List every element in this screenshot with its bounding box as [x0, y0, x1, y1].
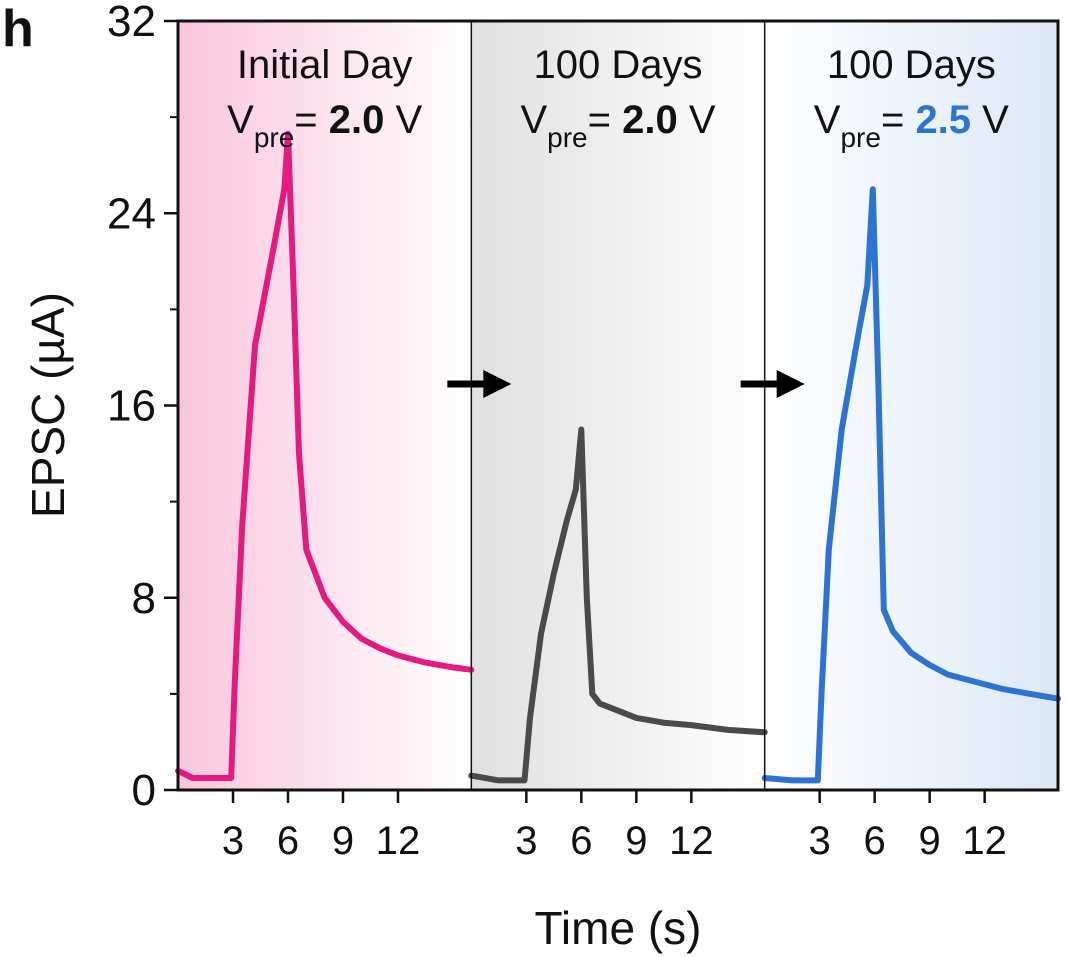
- panel-2-vpre: Vpre= 2.0 V: [520, 98, 715, 153]
- y-tick-label: 16: [107, 382, 156, 431]
- panel-3-epsc-line: [761, 186, 1061, 784]
- x-tick-label: 9: [919, 819, 941, 863]
- panel-dividers: [470, 21, 766, 790]
- panel-3-background: [764, 21, 1058, 790]
- x-tick-label: 6: [570, 819, 592, 863]
- x-tick-label: 3: [515, 819, 537, 863]
- panel-label: h: [2, 0, 34, 58]
- transition-arrow: [447, 370, 512, 398]
- panel-1-vpre: Vpre= 2.0 V: [227, 98, 422, 153]
- x-tick-label: 9: [625, 819, 647, 863]
- panel-2-title: 100 Days: [534, 43, 703, 87]
- y-tick-label: 0: [132, 766, 156, 815]
- x-tick-label: 12: [669, 819, 714, 863]
- x-tick-label: 9: [332, 819, 354, 863]
- x-tick-label: 12: [962, 819, 1007, 863]
- series-layer: [175, 130, 1061, 784]
- panel-1-epsc-line: [175, 130, 475, 781]
- x-tick-label: 6: [864, 819, 886, 863]
- x-axis: 3 6 9 12 3 6 9 12 3 6 9 12: [222, 790, 1007, 863]
- panel-backgrounds: [178, 21, 1058, 790]
- transition-arrow: [740, 370, 805, 398]
- x-tick-label: 3: [222, 819, 244, 863]
- y-axis-label: EPSC (µA): [22, 292, 74, 518]
- x-axis-label: Time (s): [535, 902, 702, 954]
- y-tick-label: 24: [107, 189, 156, 238]
- transition-arrows: [447, 370, 805, 398]
- x-tick-label: 12: [376, 819, 421, 863]
- panel-titles: Initial Day Vpre= 2.0 V 100 Days Vpre= 2.0 …: [227, 43, 1009, 153]
- x-tick-label: 3: [809, 819, 831, 863]
- panel-3-title: 100 Days: [827, 43, 996, 87]
- y-tick-label: 32: [107, 0, 156, 46]
- panel-3-vpre: Vpre= 2.5 V: [814, 98, 1009, 153]
- x-tick-label: 6: [277, 819, 299, 863]
- y-axis: 0 8 16 24 32: [107, 0, 178, 815]
- y-tick-label: 8: [132, 574, 156, 623]
- panel-2-epsc-line: [468, 426, 768, 784]
- panel-2-background: [471, 21, 765, 790]
- panel-1-title: Initial Day: [237, 43, 413, 87]
